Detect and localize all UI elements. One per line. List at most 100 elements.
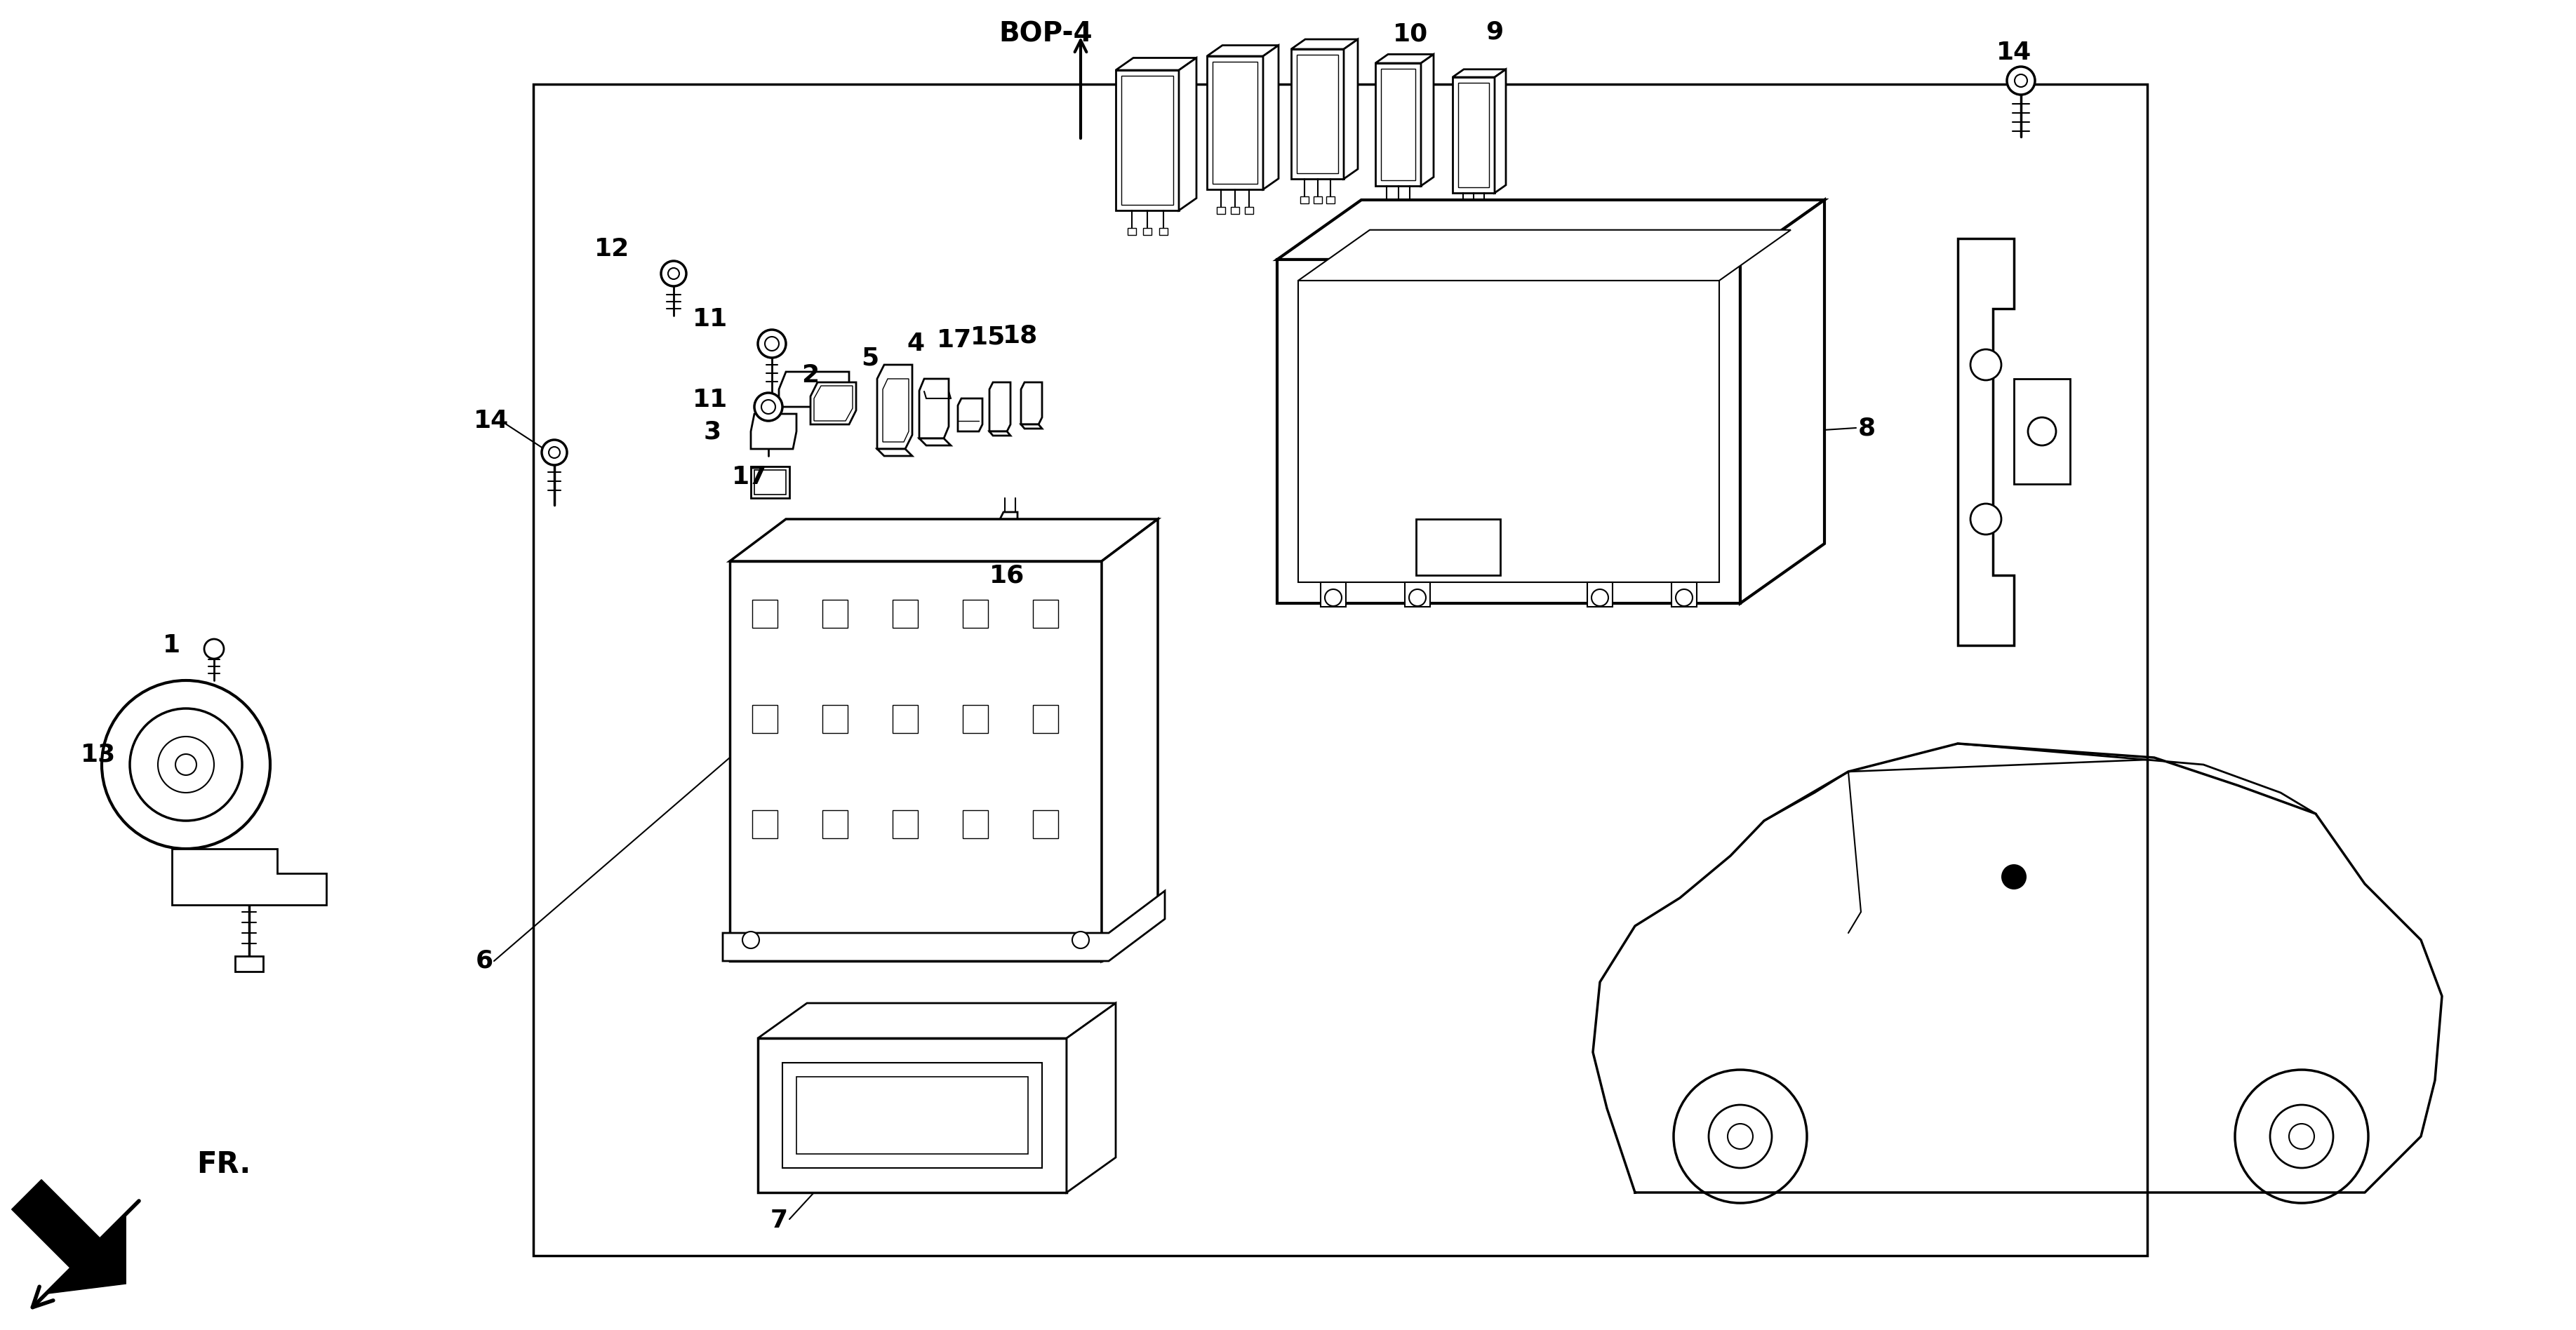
Bar xyxy=(750,467,788,497)
Text: 7: 7 xyxy=(770,1209,788,1233)
Bar xyxy=(822,600,848,628)
Polygon shape xyxy=(778,372,850,407)
Bar xyxy=(752,705,778,733)
Bar xyxy=(1587,583,1613,606)
Polygon shape xyxy=(1020,382,1043,424)
Polygon shape xyxy=(1180,59,1195,210)
Text: 14: 14 xyxy=(1996,41,2032,65)
Circle shape xyxy=(1728,1124,1752,1149)
Polygon shape xyxy=(1376,55,1435,63)
Polygon shape xyxy=(783,1063,1043,1168)
Text: 5: 5 xyxy=(860,346,878,370)
Circle shape xyxy=(1592,589,1607,606)
Bar xyxy=(1314,197,1321,203)
Polygon shape xyxy=(1103,519,1157,962)
Polygon shape xyxy=(1066,1003,1115,1193)
Polygon shape xyxy=(1376,63,1422,186)
Bar xyxy=(1144,227,1151,235)
Circle shape xyxy=(2027,418,2056,446)
Bar xyxy=(1383,203,1391,210)
Circle shape xyxy=(2007,67,2035,94)
Text: 11: 11 xyxy=(693,307,729,331)
Circle shape xyxy=(762,400,775,414)
Polygon shape xyxy=(173,849,327,904)
Circle shape xyxy=(2236,1069,2367,1204)
Polygon shape xyxy=(1291,40,1358,49)
Circle shape xyxy=(667,267,680,279)
Text: 18: 18 xyxy=(1002,323,1038,347)
Polygon shape xyxy=(814,386,853,420)
Text: 17: 17 xyxy=(938,329,971,352)
Polygon shape xyxy=(1115,70,1180,210)
Bar xyxy=(822,810,848,838)
Polygon shape xyxy=(1020,424,1043,428)
Circle shape xyxy=(2290,1124,2313,1149)
Text: BOP-4: BOP-4 xyxy=(999,20,1092,47)
Circle shape xyxy=(1971,350,2002,380)
Polygon shape xyxy=(1422,55,1435,186)
Polygon shape xyxy=(1741,200,1824,604)
Text: 9: 9 xyxy=(1486,20,1504,44)
Circle shape xyxy=(129,709,242,821)
Polygon shape xyxy=(999,512,1018,555)
Text: FR.: FR. xyxy=(196,1149,250,1180)
Bar xyxy=(1033,810,1059,838)
Bar xyxy=(1159,227,1167,235)
Bar xyxy=(1244,207,1255,214)
Bar xyxy=(1481,210,1489,218)
Bar xyxy=(1406,203,1414,210)
Circle shape xyxy=(2002,865,2027,890)
Polygon shape xyxy=(1958,238,2014,645)
Polygon shape xyxy=(724,891,1164,962)
Circle shape xyxy=(100,681,270,849)
Polygon shape xyxy=(1345,40,1358,178)
Circle shape xyxy=(2269,1105,2334,1168)
Bar xyxy=(1468,210,1479,218)
Polygon shape xyxy=(1458,82,1489,188)
Bar xyxy=(752,600,778,628)
Circle shape xyxy=(1674,1069,1806,1204)
Bar xyxy=(963,600,989,628)
Circle shape xyxy=(662,261,685,286)
Bar xyxy=(1231,207,1239,214)
Text: 16: 16 xyxy=(989,564,1025,587)
Bar xyxy=(533,84,2148,1256)
Bar xyxy=(1033,600,1059,628)
Bar xyxy=(822,705,848,733)
Polygon shape xyxy=(757,1003,1115,1039)
Circle shape xyxy=(1072,931,1090,948)
Text: 11: 11 xyxy=(693,388,729,412)
Text: 8: 8 xyxy=(1857,416,1875,440)
Circle shape xyxy=(2014,74,2027,86)
Polygon shape xyxy=(878,364,912,450)
Polygon shape xyxy=(811,382,855,424)
Polygon shape xyxy=(1453,69,1507,77)
Bar xyxy=(1404,583,1430,606)
Bar xyxy=(1301,197,1309,203)
Circle shape xyxy=(157,737,214,793)
Bar xyxy=(1216,207,1226,214)
Polygon shape xyxy=(989,382,1010,431)
Bar xyxy=(755,469,786,495)
Circle shape xyxy=(204,638,224,658)
Text: 14: 14 xyxy=(474,408,510,432)
Polygon shape xyxy=(989,431,1010,436)
Circle shape xyxy=(549,447,559,458)
Polygon shape xyxy=(1296,55,1337,173)
Bar xyxy=(1033,705,1059,733)
Polygon shape xyxy=(920,439,951,446)
Circle shape xyxy=(541,440,567,465)
Bar xyxy=(1394,203,1401,210)
Polygon shape xyxy=(13,1180,126,1294)
Polygon shape xyxy=(1121,76,1172,205)
Polygon shape xyxy=(958,399,981,431)
Bar xyxy=(1128,227,1136,235)
Circle shape xyxy=(1708,1105,1772,1168)
Polygon shape xyxy=(1115,59,1195,70)
Circle shape xyxy=(1324,589,1342,606)
Circle shape xyxy=(1971,504,2002,535)
Polygon shape xyxy=(1208,45,1278,56)
Bar xyxy=(963,705,989,733)
Polygon shape xyxy=(1381,69,1414,181)
Polygon shape xyxy=(1262,45,1278,189)
